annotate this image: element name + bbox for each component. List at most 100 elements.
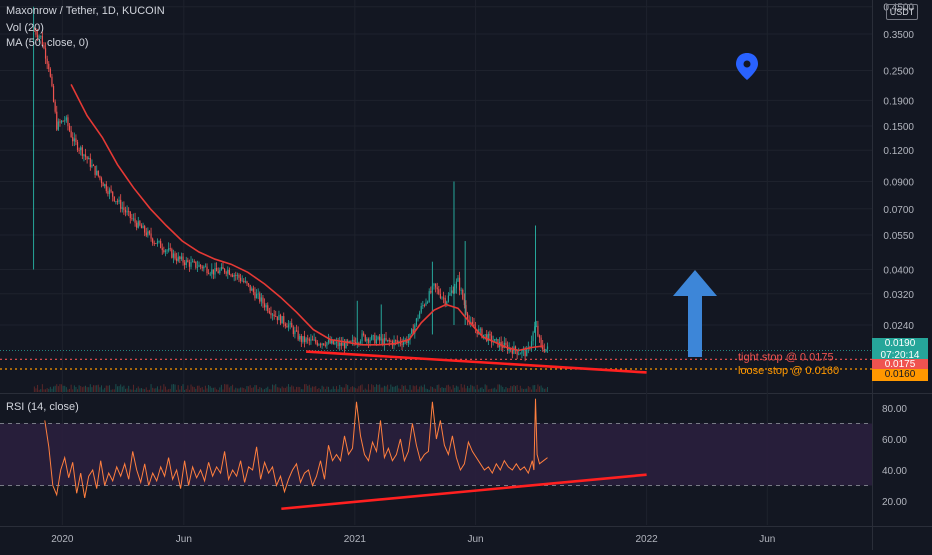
candle-body — [211, 269, 213, 274]
volume-bar — [532, 385, 534, 392]
candle-body — [545, 348, 547, 352]
volume-bar — [518, 389, 520, 392]
volume-bar — [395, 386, 397, 392]
volume-bar — [545, 388, 547, 392]
volume-bar — [254, 385, 256, 392]
candle-body — [118, 199, 120, 202]
candle-body — [220, 266, 222, 271]
volume-bar — [428, 389, 430, 392]
candle-body — [425, 302, 427, 306]
volume-bar — [270, 389, 272, 392]
volume-bar — [201, 387, 203, 392]
volume-bar — [537, 384, 539, 392]
volume-bar — [150, 384, 152, 392]
volume-bar — [358, 386, 360, 392]
candle-body — [331, 340, 333, 344]
candle-body — [321, 343, 323, 346]
legend-volume: Vol (20) — [6, 22, 44, 34]
volume-bar — [281, 386, 283, 392]
candle-body — [363, 333, 365, 336]
candle-body — [147, 231, 149, 236]
volume-bar — [89, 384, 91, 392]
candle-body — [140, 225, 143, 229]
candle-body — [482, 334, 485, 338]
candle-body — [495, 339, 497, 340]
candle-body — [385, 337, 387, 341]
volume-bar — [471, 385, 473, 392]
volume-bar — [324, 389, 326, 392]
volume-bar — [452, 384, 454, 392]
candle-body — [46, 58, 48, 64]
candle-body — [126, 211, 128, 213]
volume-bar — [204, 385, 206, 392]
candle-body — [339, 342, 341, 347]
candle-body — [228, 269, 230, 275]
volume-bar — [510, 385, 512, 392]
volume-bar — [455, 385, 457, 392]
candle-body — [455, 281, 457, 289]
volume-bar — [398, 388, 400, 392]
volume-bar — [272, 384, 274, 392]
candle-body — [490, 335, 493, 343]
candle-body — [113, 196, 115, 202]
volume-bar — [136, 388, 138, 392]
candle-body — [67, 117, 69, 126]
volume-bar — [61, 384, 63, 392]
volume-bar — [240, 387, 242, 392]
candle-body — [275, 316, 277, 318]
candle-body — [263, 303, 266, 308]
candle-body — [174, 253, 176, 259]
candle-body — [521, 350, 523, 354]
volume-bar — [476, 384, 478, 392]
volume-bar — [246, 386, 248, 392]
candle-body — [379, 336, 381, 341]
candle-body — [332, 340, 334, 345]
volume-bar — [37, 384, 39, 392]
currency-button[interactable]: USDT — [886, 4, 918, 20]
volume-bar — [257, 389, 259, 392]
candle-body — [470, 321, 472, 323]
candle-body — [415, 318, 418, 326]
candle-body — [361, 333, 363, 342]
volume-bar — [110, 389, 112, 392]
candle-body — [96, 170, 98, 175]
candle-body — [259, 293, 261, 302]
candle-body — [286, 326, 288, 328]
candle-body — [316, 342, 318, 346]
candle-body — [246, 281, 248, 284]
volume-bar — [385, 386, 387, 392]
volume-bar — [107, 385, 109, 392]
candle-body — [417, 318, 419, 320]
volume-bar — [475, 389, 477, 392]
volume-bar — [473, 386, 475, 392]
candle-body — [486, 334, 488, 342]
candle-body — [367, 338, 370, 343]
volume-bar — [217, 389, 219, 392]
candle-body — [124, 209, 127, 213]
candle-body — [265, 305, 267, 308]
volume-bar — [508, 388, 510, 392]
candle-body — [171, 249, 173, 258]
candle-body — [295, 330, 298, 332]
volume-bar — [256, 385, 258, 392]
candle-body — [302, 336, 304, 342]
volume-bar — [505, 386, 507, 392]
candle-body — [148, 231, 151, 234]
candle-body — [107, 191, 109, 194]
candle-body — [204, 266, 207, 268]
volume-bar — [423, 384, 425, 392]
volume-bar — [521, 388, 523, 392]
volume-bar — [236, 388, 238, 392]
candle-body — [409, 333, 411, 340]
candle-body — [129, 211, 131, 219]
candle-body — [193, 261, 195, 263]
candles-group — [33, 27, 549, 362]
rsi-line — [44, 398, 548, 498]
candle-body — [514, 346, 517, 351]
volume-bar — [33, 386, 35, 392]
candle-body — [217, 271, 219, 274]
volume-bar — [41, 384, 43, 392]
time-tick-label: Jun — [759, 534, 775, 545]
